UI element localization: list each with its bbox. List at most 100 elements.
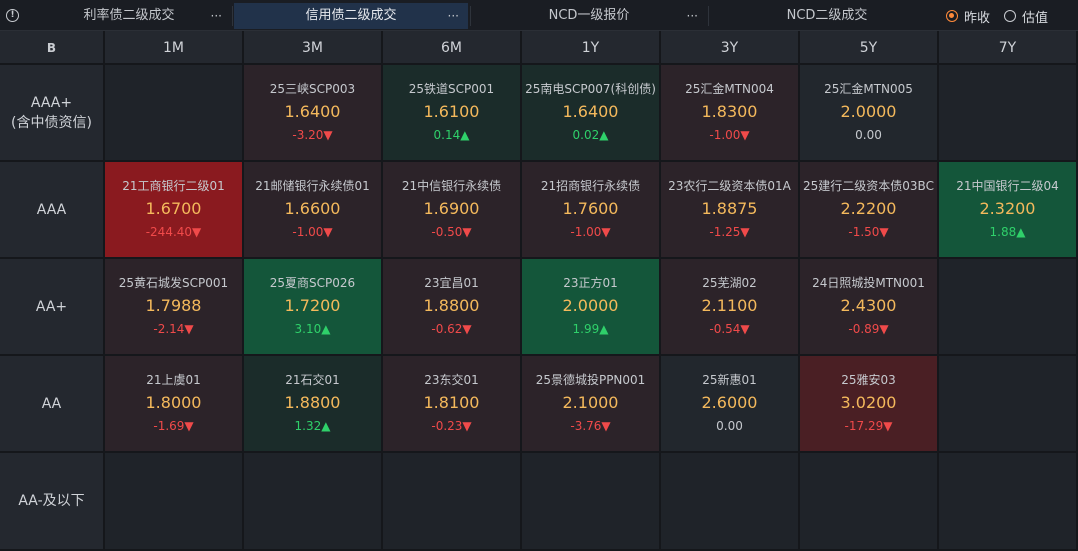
bond-cell[interactable]: 25夏商SCP026 1.7200 3.10▲	[244, 259, 383, 356]
bond-cell[interactable]: 25建行二级资本债03BC 2.2200 -1.50▼	[800, 162, 939, 259]
bond-yield: 2.0000	[562, 296, 619, 315]
bond-name: 21上虞01	[146, 373, 201, 387]
bond-yield: 1.6400	[284, 102, 341, 121]
empty-cell	[661, 453, 800, 551]
bond-cell[interactable]: 25景德城投PPN001 2.1000 -3.76▼	[522, 356, 661, 453]
row-header-rating[interactable]: AAA+ (含中债资信)	[0, 65, 105, 162]
bond-change: -0.54▼	[709, 322, 750, 336]
tab-ncd-primary-quote[interactable]: NCD一级报价 ···	[471, 3, 707, 29]
more-icon[interactable]: ···	[447, 9, 459, 23]
row-header-rating[interactable]: AA	[0, 356, 105, 453]
tab-label: NCD二级成交	[786, 8, 868, 23]
bond-yield: 1.8800	[423, 296, 480, 315]
bond-change: -17.29▼	[844, 419, 893, 433]
radio-unchecked-icon	[1004, 10, 1017, 22]
info-icon[interactable]: !	[6, 9, 19, 22]
tab-label: 信用债二级成交	[305, 8, 397, 23]
bond-cell[interactable]: 21邮储银行永续债01 1.6600 -1.00▼	[244, 162, 383, 259]
bond-yield: 2.2200	[840, 199, 897, 218]
tab-rate-bond-secondary[interactable]: 利率债二级成交 ···	[27, 3, 231, 29]
bond-change: 1.88▲	[989, 225, 1026, 239]
bond-cell[interactable]: 25芜湖02 2.1100 -0.54▼	[661, 259, 800, 356]
bond-name: 21石交01	[285, 373, 340, 387]
bond-cell[interactable]: 23宜昌01 1.8800 -0.62▼	[383, 259, 522, 356]
bond-name: 23东交01	[424, 373, 479, 387]
column-header-1y[interactable]: 1Y	[522, 31, 661, 65]
bond-yield: 1.8100	[423, 393, 480, 412]
bond-cell[interactable]: 23正方01 2.0000 1.99▲	[522, 259, 661, 356]
empty-cell	[939, 356, 1078, 453]
bond-name: 24日照城投MTN001	[812, 276, 925, 290]
column-header-5y[interactable]: 5Y	[800, 31, 939, 65]
bond-change: 0.02▲	[572, 128, 609, 142]
radio-prev-close[interactable]: 昨收	[946, 7, 990, 26]
more-icon[interactable]: ···	[210, 9, 222, 23]
bond-cell[interactable]: 24日照城投MTN001 2.4300 -0.89▼	[800, 259, 939, 356]
row-header-rating[interactable]: AA+	[0, 259, 105, 356]
bond-cell[interactable]: 21上虞01 1.8000 -1.69▼	[105, 356, 244, 453]
bond-change: -0.50▼	[431, 225, 472, 239]
bond-yield: 1.7988	[145, 296, 202, 315]
bond-name: 25黄石城发SCP001	[118, 276, 229, 290]
bond-cell[interactable]: 21招商银行永续债 1.7600 -1.00▼	[522, 162, 661, 259]
bond-cell[interactable]: 25南电SCP007(科创债) 1.6400 0.02▲	[522, 65, 661, 162]
row-header-rating[interactable]: AA-及以下	[0, 453, 105, 551]
bond-change: 3.10▲	[294, 322, 331, 336]
bond-cell[interactable]: 23东交01 1.8100 -0.23▼	[383, 356, 522, 453]
column-header-1m[interactable]: 1M	[105, 31, 244, 65]
empty-cell	[522, 453, 661, 551]
row-header-rating[interactable]: AAA	[0, 162, 105, 259]
bond-name: 21招商银行永续债	[540, 179, 641, 193]
column-header-6m[interactable]: 6M	[383, 31, 522, 65]
radio-valuation[interactable]: 估值	[1004, 7, 1048, 26]
bond-yield: 1.6600	[284, 199, 341, 218]
bond-cell[interactable]: 25汇金MTN005 2.0000 0.00	[800, 65, 939, 162]
bond-cell[interactable]: 25黄石城发SCP001 1.7988 -2.14▼	[105, 259, 244, 356]
empty-cell	[939, 453, 1078, 551]
bond-yield: 1.8300	[701, 102, 758, 121]
bond-change: -1.25▼	[709, 225, 750, 239]
bond-yield: 2.4300	[840, 296, 897, 315]
credit-bond-matrix: B 1M 3M 6M 1Y 3Y 5Y 7Y AAA+ (含中债资信) 25三峡SCP003 1.…	[0, 31, 1078, 551]
bond-change: 0.00	[855, 128, 882, 142]
bond-yield: 1.8000	[145, 393, 202, 412]
empty-cell	[105, 453, 244, 551]
bond-cell[interactable]: 25雅安03 3.0200 -17.29▼	[800, 356, 939, 453]
bond-cell[interactable]: 21中国银行二级04 2.3200 1.88▲	[939, 162, 1078, 259]
bond-name: 23宜昌01	[424, 276, 479, 290]
bond-yield: 1.6900	[423, 199, 480, 218]
bond-cell[interactable]: 25新惠01 2.6000 0.00	[661, 356, 800, 453]
bond-name: 25新惠01	[702, 373, 757, 387]
bond-cell[interactable]: 21工商银行二级01 1.6700 -244.40▼	[105, 162, 244, 259]
bond-cell[interactable]: 21中信银行永续债 1.6900 -0.50▼	[383, 162, 522, 259]
bond-cell[interactable]: 25铁道SCP001 1.6100 0.14▲	[383, 65, 522, 162]
bond-cell[interactable]: 21石交01 1.8800 1.32▲	[244, 356, 383, 453]
bond-yield: 1.8875	[701, 199, 758, 218]
tab-ncd-secondary[interactable]: NCD二级成交	[709, 3, 945, 29]
bond-change: -1.00▼	[570, 225, 611, 239]
tab-label: NCD一级报价	[548, 8, 630, 23]
radio-label: 估值	[1022, 10, 1049, 26]
price-basis-radio-group: 昨收 估值	[946, 6, 1062, 26]
tab-divider	[470, 6, 471, 26]
bond-cell[interactable]: 25三峡SCP003 1.6400 -3.20▼	[244, 65, 383, 162]
bond-name: 21邮储银行永续债01	[255, 179, 370, 193]
more-icon[interactable]: ···	[686, 9, 698, 23]
tab-credit-bond-secondary[interactable]: 信用债二级成交 ···	[234, 3, 468, 29]
bond-name: 25铁道SCP001	[408, 82, 495, 96]
bond-name: 25三峡SCP003	[269, 82, 356, 96]
column-header-3y[interactable]: 3Y	[661, 31, 800, 65]
bond-cell[interactable]: 25汇金MTN004 1.8300 -1.00▼	[661, 65, 800, 162]
bond-change: 1.32▲	[294, 419, 331, 433]
bond-change: 1.99▲	[572, 322, 609, 336]
bond-yield: 3.0200	[840, 393, 897, 412]
bond-name: 23农行二级资本债01A	[668, 179, 791, 193]
empty-cell	[105, 65, 244, 162]
bond-change: -1.00▼	[709, 128, 750, 142]
column-header-3m[interactable]: 3M	[244, 31, 383, 65]
column-header-7y[interactable]: 7Y	[939, 31, 1078, 65]
bond-name: 21中国银行二级04	[956, 179, 1059, 193]
bond-cell[interactable]: 23农行二级资本债01A 1.8875 -1.25▼	[661, 162, 800, 259]
bond-change: -2.14▼	[153, 322, 194, 336]
corner-logo-icon: B	[0, 31, 105, 65]
